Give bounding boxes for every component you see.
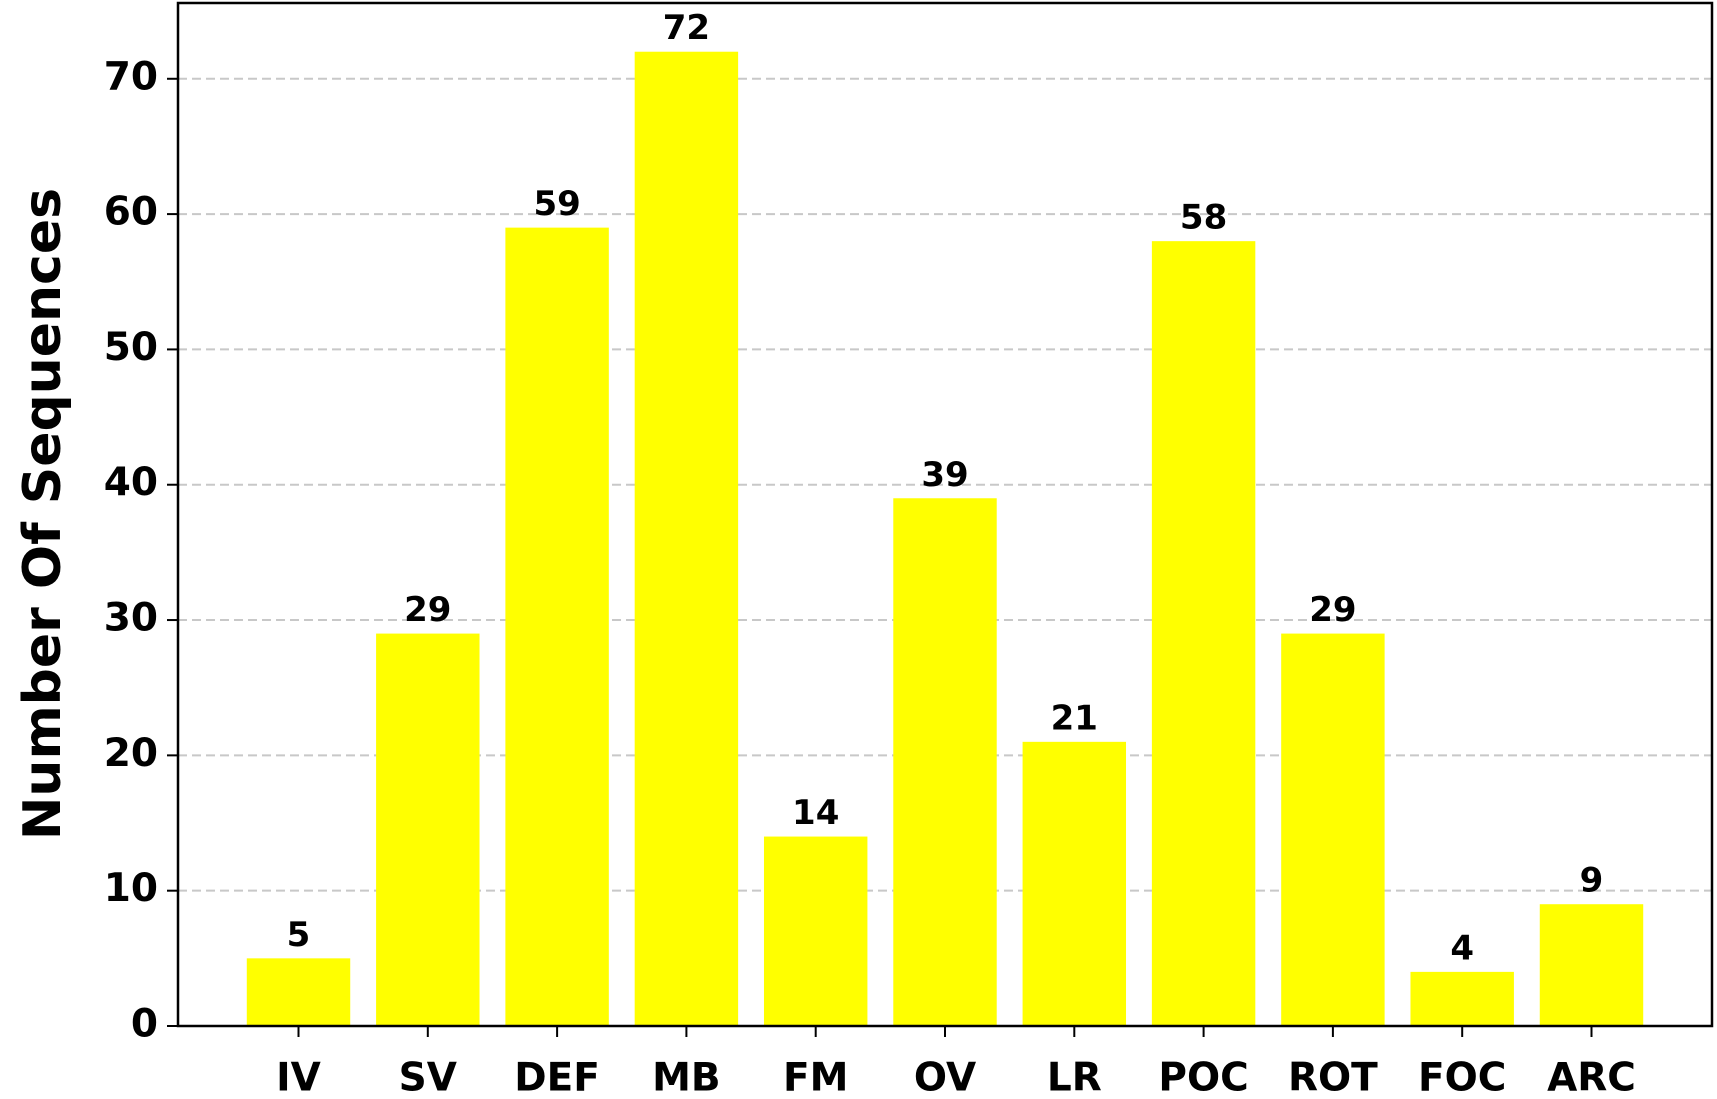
value-label: 58 bbox=[1180, 198, 1227, 238]
x-tick-label: DEF bbox=[514, 1056, 600, 1099]
x-tick-label: FM bbox=[783, 1056, 848, 1099]
y-tick-label: 60 bbox=[104, 190, 158, 235]
bar bbox=[893, 498, 997, 1026]
bar bbox=[1410, 971, 1514, 1026]
x-tick-label: ROT bbox=[1288, 1056, 1378, 1099]
y-tick-label: 50 bbox=[104, 325, 158, 370]
bar bbox=[246, 958, 351, 1026]
y-tick-label: 70 bbox=[104, 54, 158, 99]
y-tick-label: 0 bbox=[131, 1002, 158, 1047]
value-label: 29 bbox=[1309, 590, 1356, 630]
y-tick-label: 30 bbox=[104, 596, 158, 641]
value-label: 14 bbox=[792, 793, 839, 833]
bar bbox=[634, 51, 739, 1026]
y-tick-label: 40 bbox=[104, 460, 158, 505]
bar bbox=[1539, 904, 1644, 1026]
x-tick-label: LR bbox=[1047, 1056, 1102, 1099]
bar bbox=[1281, 633, 1385, 1026]
x-tick-label: IV bbox=[276, 1056, 321, 1099]
bar bbox=[1022, 741, 1127, 1026]
x-tick-label: POC bbox=[1158, 1056, 1248, 1099]
bar bbox=[1151, 241, 1256, 1026]
value-label: 5 bbox=[287, 915, 311, 955]
plot-frame bbox=[176, 1, 1714, 1028]
x-tick-label: OV bbox=[914, 1056, 976, 1099]
x-tick-label: MB bbox=[652, 1056, 721, 1099]
value-label: 29 bbox=[404, 590, 451, 630]
x-tick-label: FOC bbox=[1418, 1056, 1506, 1099]
value-label: 21 bbox=[1051, 698, 1098, 738]
value-label: 39 bbox=[921, 455, 968, 495]
y-axis-label: Number Of Sequences bbox=[13, 188, 73, 840]
value-label: 59 bbox=[533, 184, 580, 224]
y-tick-label: 10 bbox=[104, 866, 158, 911]
value-label: 72 bbox=[663, 8, 710, 48]
y-tick-label: 20 bbox=[104, 731, 158, 776]
bar bbox=[763, 836, 868, 1026]
value-label: 9 bbox=[1580, 861, 1604, 901]
x-tick-label: ARC bbox=[1547, 1056, 1636, 1099]
x-tick-label: SV bbox=[399, 1056, 457, 1099]
value-label: 4 bbox=[1450, 928, 1474, 968]
bar bbox=[376, 633, 480, 1026]
bar bbox=[505, 227, 609, 1027]
